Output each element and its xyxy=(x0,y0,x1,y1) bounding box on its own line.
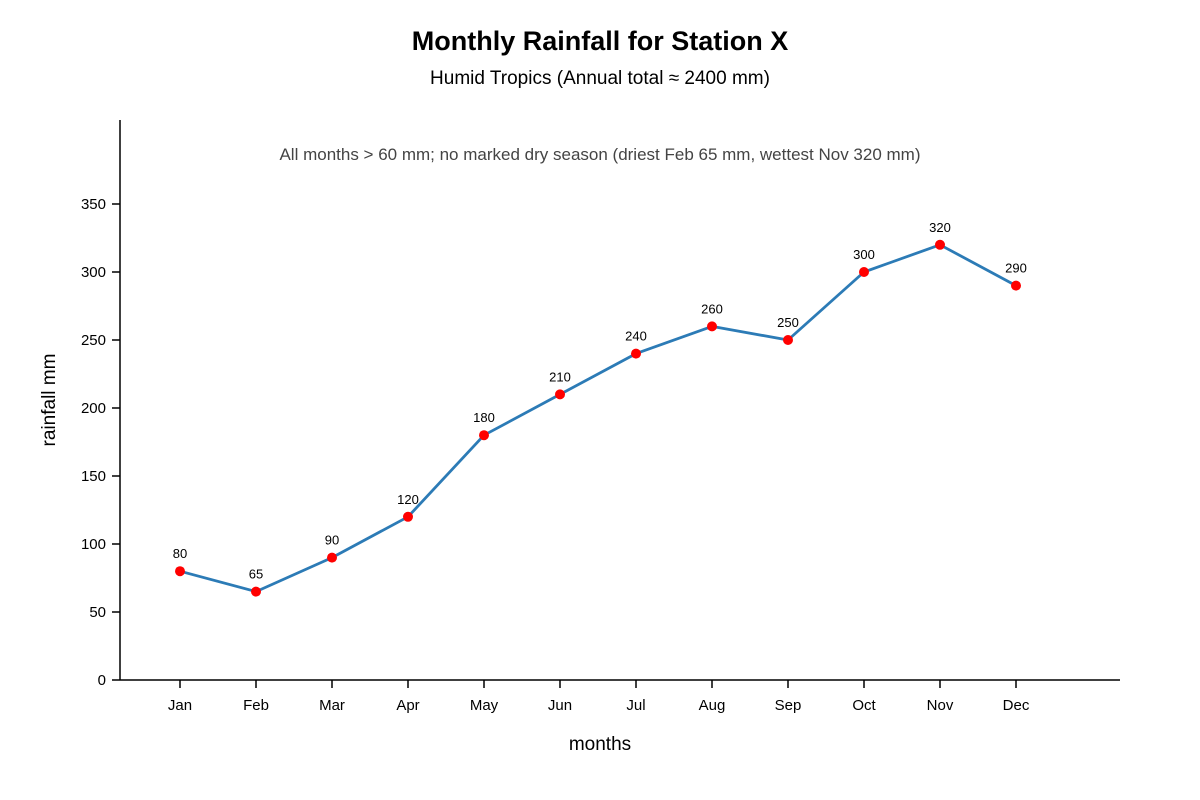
data-label: 80 xyxy=(173,546,187,561)
y-tick-label: 50 xyxy=(89,604,106,621)
x-tick-label: Jul xyxy=(626,697,645,714)
chart-title: Monthly Rainfall for Station X xyxy=(412,26,789,56)
x-tick-label: Aug xyxy=(699,697,726,714)
x-tick-label: Nov xyxy=(927,697,954,714)
data-label: 210 xyxy=(549,369,571,384)
y-tick-label: 350 xyxy=(81,196,106,213)
data-point xyxy=(783,335,793,345)
y-tick-label: 200 xyxy=(81,400,106,417)
chart-subtitle: Humid Tropics (Annual total ≈ 2400 mm) xyxy=(430,68,770,89)
data-point xyxy=(707,321,717,332)
x-tick-label: Mar xyxy=(319,697,345,714)
data-point xyxy=(1011,280,1021,291)
data-label: 120 xyxy=(397,492,419,507)
x-tick-label: May xyxy=(470,697,499,714)
x-tick-label: Dec xyxy=(1003,697,1030,714)
data-point xyxy=(555,389,565,400)
data-point xyxy=(175,566,185,577)
series-group: 80 65 90 120 180 210 240 260 250 300 320 290 xyxy=(173,220,1027,597)
y-tick-label: 300 xyxy=(81,264,106,281)
y-axis-ticks: 0 50 100 150 200 250 300 350 xyxy=(81,196,120,689)
data-point xyxy=(935,239,945,250)
data-point xyxy=(631,348,641,359)
x-tick-label: Apr xyxy=(396,697,419,714)
data-label: 290 xyxy=(1005,261,1027,276)
data-label: 65 xyxy=(249,567,263,582)
data-point xyxy=(859,267,869,277)
x-tick-label: Jan xyxy=(168,697,192,714)
y-tick-label: 250 xyxy=(81,332,106,349)
y-axis-label: rainfall mm xyxy=(39,354,60,447)
data-point xyxy=(327,552,337,563)
x-tick-label: Sep xyxy=(775,697,802,714)
x-axis-ticks: Jan Feb Mar Apr May Jun Jul Aug Sep Oct Nov Dec xyxy=(168,680,1030,714)
data-point xyxy=(479,430,489,441)
data-label: 260 xyxy=(701,301,723,316)
data-label: 240 xyxy=(625,329,647,344)
x-tick-label: Jun xyxy=(548,697,572,714)
data-label: 90 xyxy=(325,533,339,548)
x-tick-label: Feb xyxy=(243,697,269,714)
y-tick-label: 150 xyxy=(81,468,106,485)
x-axis-label: months xyxy=(569,734,631,755)
data-label: 180 xyxy=(473,410,495,425)
data-label: 300 xyxy=(853,247,875,262)
y-tick-label: 100 xyxy=(81,536,106,553)
data-label: 320 xyxy=(929,220,951,235)
y-tick-label: 0 xyxy=(98,672,106,689)
x-tick-label: Oct xyxy=(852,697,876,714)
data-label: 250 xyxy=(777,315,799,330)
chart-annotation: All months > 60 mm; no marked dry season… xyxy=(279,145,920,164)
data-point xyxy=(403,511,413,522)
data-point xyxy=(251,586,261,597)
series-line xyxy=(178,243,1018,593)
